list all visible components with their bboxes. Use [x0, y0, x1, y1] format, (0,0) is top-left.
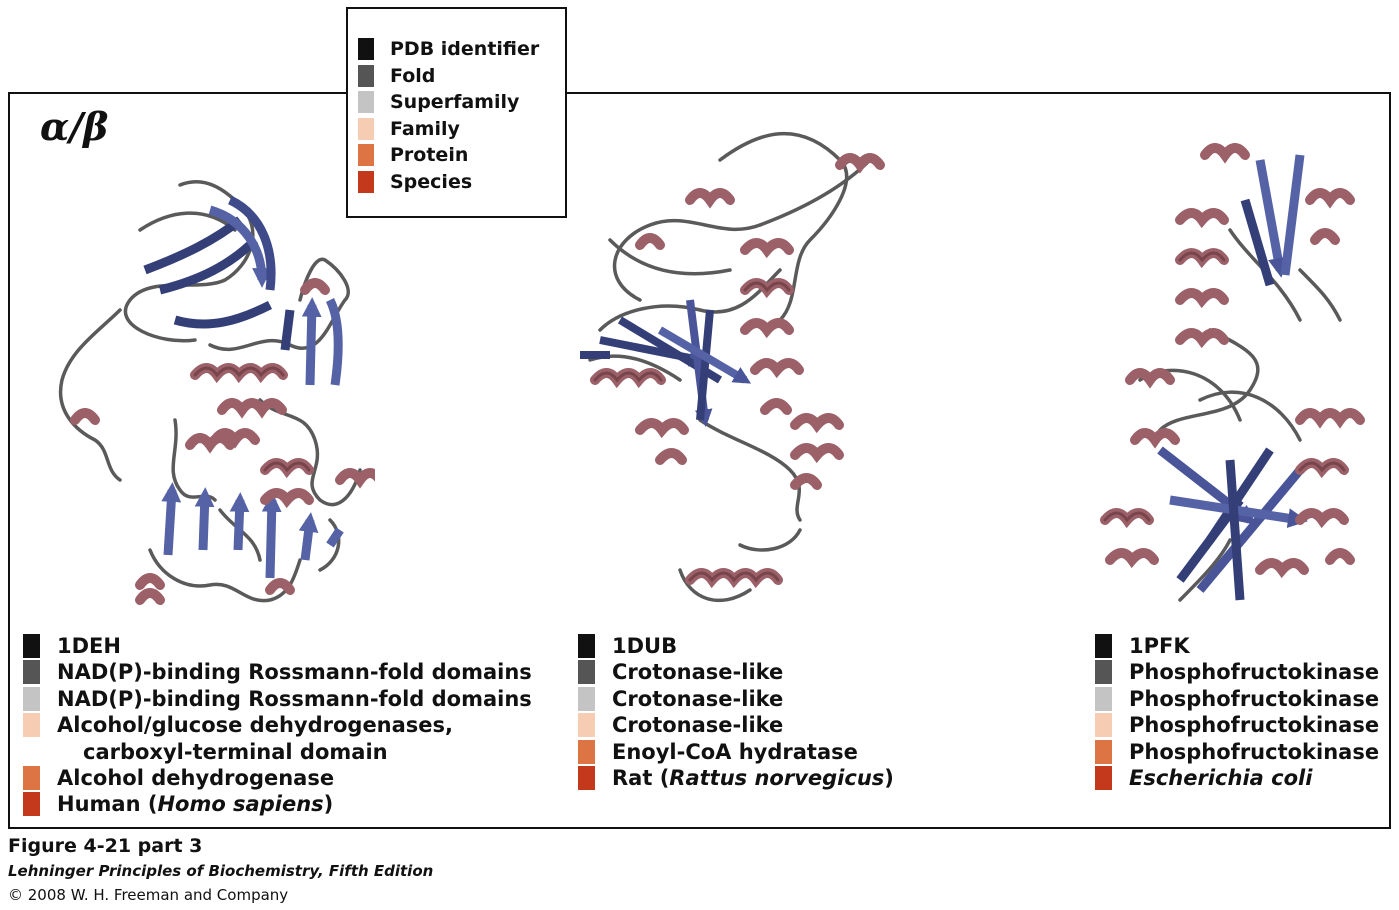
- protein-structure-1deh: [58, 180, 375, 605]
- legend-label: Superfamily: [390, 91, 520, 113]
- swatch-protein: [1095, 739, 1112, 764]
- protein-label: Enoyl-CoA hydratase: [612, 739, 858, 764]
- species-common: Rat (: [612, 765, 670, 790]
- legend-label: Protein: [390, 144, 469, 166]
- pdb-id: 1PFK: [1129, 634, 1190, 658]
- species-latin: Rattus norvegicus: [669, 765, 885, 790]
- pdb-id: 1DEH: [57, 634, 121, 658]
- family-label: Crotonase-like: [612, 713, 784, 738]
- swatch-family: [578, 713, 595, 738]
- structural-class-symbol: α/β: [40, 104, 109, 149]
- superfamily-label: NAD(P)-binding Rossmann-fold domains: [57, 686, 532, 711]
- legend-label: PDB identifier: [390, 38, 540, 60]
- legend-swatch: [358, 117, 374, 140]
- swatch-fold: [23, 660, 40, 685]
- legend-swatch: [358, 170, 374, 193]
- swatch-pdb: [1095, 634, 1112, 658]
- species-latin: Homo sapiens: [157, 792, 324, 817]
- book-title: Lehninger Principles of Biochemistry, Fi…: [8, 862, 434, 880]
- family-label: Phosphofructokinase: [1129, 713, 1380, 738]
- protein-label: Alcohol dehydrogenase: [57, 765, 335, 790]
- species-close: ): [323, 792, 334, 817]
- legend-swatch: [358, 38, 374, 60]
- species-label: Rat (Rattus norvegicus): [612, 764, 894, 792]
- legend-swatch: [358, 64, 374, 87]
- swatch-family: [23, 713, 40, 738]
- figure-frame: [8, 92, 1391, 829]
- fold-label: Crotonase-like: [612, 660, 784, 685]
- superfamily-label: Phosphofructokinase: [1129, 686, 1380, 711]
- swatch-fold: [1095, 660, 1112, 685]
- swatch-pdb: [23, 634, 40, 658]
- swatch-superfamily: [578, 686, 595, 711]
- legend-label: Species: [390, 170, 473, 193]
- protein-label: Phosphofructokinase: [1129, 739, 1380, 764]
- species-common: Human (: [57, 792, 158, 817]
- protein-structure-1pfk: [1100, 143, 1365, 602]
- swatch-species: [23, 792, 40, 817]
- swatch-species: [578, 765, 595, 790]
- legend-label: Fold: [390, 64, 436, 87]
- species-label: Human (Homo sapiens): [57, 790, 333, 818]
- superfamily-label: Crotonase-like: [612, 686, 784, 711]
- protein-structure-1dub: [580, 131, 885, 602]
- fold-label: NAD(P)-binding Rossmann-fold domains: [57, 660, 532, 685]
- swatch-fold: [578, 660, 595, 685]
- swatch-family: [1095, 713, 1112, 738]
- swatch-protein: [578, 739, 595, 764]
- pdb-id: 1DUB: [612, 634, 678, 658]
- swatch-species: [1095, 765, 1112, 790]
- legend-swatch: [358, 91, 374, 113]
- legend-label: Family: [390, 117, 460, 140]
- figure-title: Figure 4-21 part 3: [8, 835, 203, 857]
- swatch-pdb: [578, 634, 595, 658]
- family-label: Alcohol/glucose dehydrogenases,: [57, 713, 454, 738]
- species-latin: Escherichia coli: [1129, 765, 1313, 790]
- swatch-protein: [23, 765, 40, 790]
- copyright-notice: © 2008 W. H. Freeman and Company: [8, 886, 289, 904]
- swatch-superfamily: [23, 686, 40, 711]
- legend-swatch: [358, 144, 374, 166]
- family-label-continued: carboxyl-terminal domain: [83, 739, 388, 764]
- legend: PDB identifier Fold Superfamily Family P…: [346, 7, 567, 218]
- swatch-superfamily: [1095, 686, 1112, 711]
- fold-label: Phosphofructokinase: [1129, 660, 1380, 685]
- species-close: ): [884, 765, 894, 790]
